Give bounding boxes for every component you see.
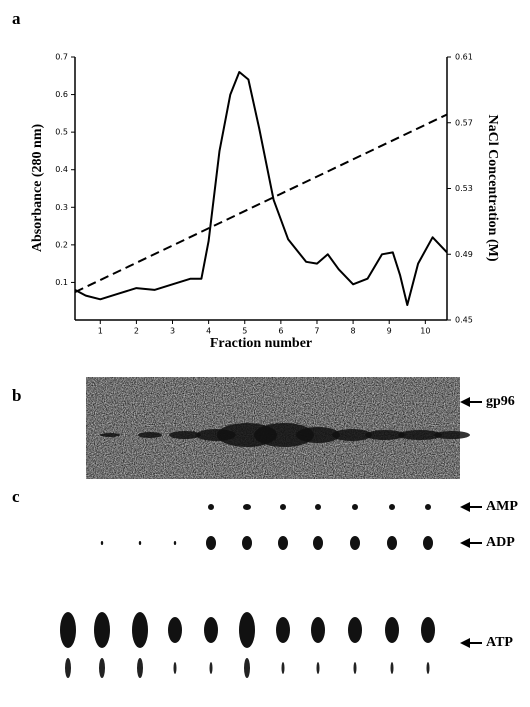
x-tick-label: 6 <box>278 327 283 336</box>
x-tick-label: 3 <box>170 327 175 336</box>
tlc-spot <box>168 617 182 643</box>
tlc-spot <box>425 504 431 510</box>
gel-band <box>296 427 340 443</box>
y-tick-label: 0.4 <box>55 165 68 174</box>
x-axis-label: Fraction number <box>210 336 312 351</box>
y-tick-label: 0.5 <box>55 128 68 137</box>
tlc-spot <box>278 536 288 550</box>
tlc-spot <box>276 617 290 643</box>
y2-axis-label: NaCl Concentration (M) <box>485 115 500 262</box>
tlc-spot <box>239 612 255 648</box>
tlc-spot <box>315 504 321 510</box>
tlc-spot <box>421 617 435 643</box>
x-tick-label: 10 <box>420 327 430 336</box>
gel-band <box>100 433 120 437</box>
band-label: gp96 <box>486 394 515 409</box>
tlc-streak <box>426 662 430 674</box>
y2-tick-label: 0.45 <box>455 316 473 325</box>
tlc-spot <box>311 617 325 643</box>
tlc-streak <box>244 658 250 678</box>
arrow <box>460 638 482 648</box>
spot-label: AMP <box>486 499 518 514</box>
tlc-spot <box>389 504 395 510</box>
tlc-streak <box>281 662 285 674</box>
x-tick-label: 8 <box>351 327 356 336</box>
tlc-spot <box>173 541 177 545</box>
y-tick-label: 0.6 <box>55 90 68 99</box>
tlc-spot <box>385 617 399 643</box>
gel-band <box>398 430 442 440</box>
arrow <box>460 538 482 548</box>
tlc-spot <box>243 504 251 510</box>
tlc-streak <box>65 658 71 678</box>
spot-label: ATP <box>486 635 513 650</box>
tlc-spot <box>242 536 252 550</box>
gel-band <box>332 429 372 441</box>
gel-band <box>365 430 405 440</box>
y-tick-label: 0.2 <box>55 240 68 249</box>
tlc-streak <box>353 662 357 674</box>
tlc-spot <box>60 612 76 648</box>
tlc-streak <box>390 662 394 674</box>
tlc-spot <box>206 536 216 550</box>
y-tick-label: 0.3 <box>55 203 68 212</box>
tlc-streak <box>173 662 177 674</box>
gel-image <box>86 377 470 479</box>
tlc-spot <box>204 617 218 643</box>
tlc-spot <box>132 612 148 648</box>
gel-band <box>434 431 470 439</box>
panel-label: c <box>12 487 20 506</box>
y2-tick-label: 0.53 <box>455 184 473 193</box>
x-tick-label: 5 <box>242 327 247 336</box>
panel-label: a <box>12 9 21 28</box>
x-tick-label: 4 <box>206 327 211 336</box>
gel-band <box>254 423 314 447</box>
y-tick-label: 0.1 <box>55 278 68 287</box>
tlc-streak <box>209 662 213 674</box>
y2-tick-label: 0.61 <box>455 53 473 62</box>
y2-tick-label: 0.49 <box>455 250 473 259</box>
tlc-spot <box>94 612 110 648</box>
arrow <box>460 397 482 407</box>
tlc-spot <box>423 536 433 550</box>
tlc-streak <box>99 658 105 678</box>
x-tick-label: 2 <box>134 327 139 336</box>
y2-tick-label: 0.57 <box>455 118 473 127</box>
gel-band <box>138 432 162 438</box>
tlc-spot <box>387 536 397 550</box>
tlc-spot <box>138 541 142 545</box>
tlc-streak <box>316 662 320 674</box>
x-tick-label: 9 <box>387 327 392 336</box>
gel-band <box>169 431 201 439</box>
tlc-spot <box>208 504 214 510</box>
x-tick-label: 7 <box>314 327 319 336</box>
arrow <box>460 502 482 512</box>
spot-label: ADP <box>486 535 515 550</box>
tlc-spot <box>313 536 323 550</box>
x-tick-label: 1 <box>98 327 103 336</box>
tlc-streak <box>137 658 143 678</box>
tlc-spot <box>350 536 360 550</box>
tlc-spot <box>352 504 358 510</box>
tlc-spot <box>100 541 104 545</box>
dashed-line <box>74 113 448 294</box>
tlc-spot <box>348 617 362 643</box>
y-axis-label: Absorbance (280 nm) <box>30 124 45 253</box>
tlc-spot <box>280 504 286 510</box>
line <box>74 71 448 306</box>
y-tick-label: 0.7 <box>55 53 68 62</box>
panel-label: b <box>12 386 21 405</box>
